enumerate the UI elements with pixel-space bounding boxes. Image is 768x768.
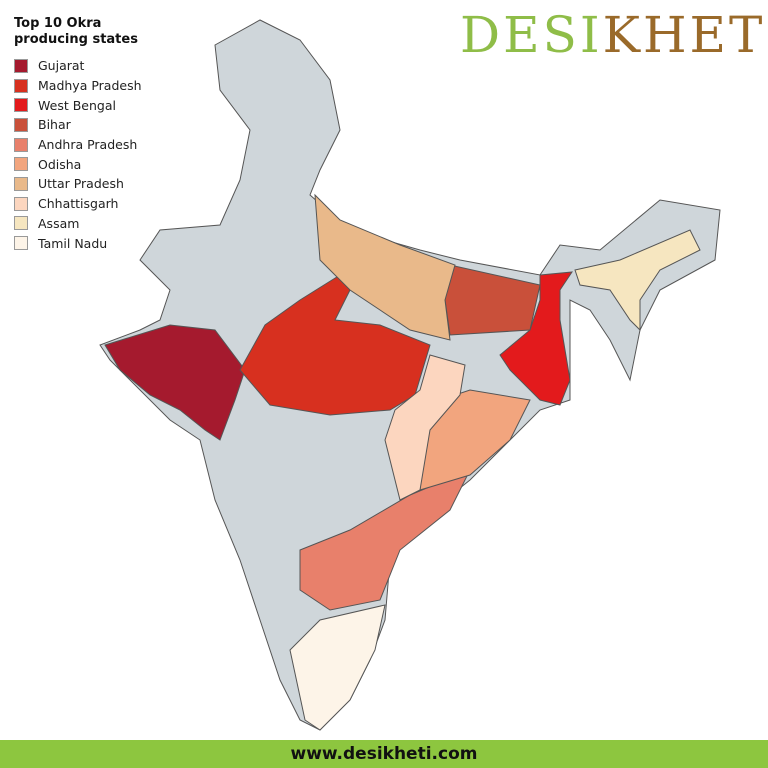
legend-swatch bbox=[14, 196, 28, 211]
legend-label: Bihar bbox=[38, 117, 71, 133]
legend-label: West Bengal bbox=[38, 97, 116, 113]
legend-swatch bbox=[14, 78, 28, 93]
legend-item: Chhattisgarh bbox=[14, 194, 204, 214]
state-region bbox=[104, 324, 246, 441]
legend-label: Chhattisgarh bbox=[38, 196, 119, 212]
brand-second: KHETI bbox=[602, 6, 768, 64]
footer: www.desikheti.com bbox=[0, 740, 768, 768]
legend-swatch bbox=[14, 216, 28, 231]
legend-swatch bbox=[14, 98, 28, 113]
legend-swatch bbox=[14, 137, 28, 152]
state-region bbox=[314, 193, 456, 341]
state-region bbox=[499, 271, 573, 406]
state-region bbox=[239, 274, 431, 416]
legend-swatch bbox=[14, 236, 28, 251]
legend-swatch bbox=[14, 176, 28, 191]
legend-swatch bbox=[14, 117, 28, 132]
state-region bbox=[574, 229, 701, 332]
legend-item: Andhra Pradesh bbox=[14, 135, 204, 155]
legend-item: Tamil Nadu bbox=[14, 233, 204, 253]
legend-item: Gujarat bbox=[14, 56, 204, 76]
legend-items: Gujarat Madhya Pradesh West Bengal Bihar And… bbox=[14, 56, 204, 253]
legend-label: Madhya Pradesh bbox=[38, 78, 142, 94]
legend-item: Odisha bbox=[14, 154, 204, 174]
legend-item: Assam bbox=[14, 214, 204, 234]
legend: Top 10 Okra producing states Gujarat Madh… bbox=[14, 16, 204, 253]
legend-label: Uttar Pradesh bbox=[38, 176, 124, 192]
legend-title: Top 10 Okra producing states bbox=[14, 16, 138, 47]
legend-label: Odisha bbox=[38, 156, 82, 172]
legend-item: Madhya Pradesh bbox=[14, 76, 204, 96]
legend-label: Andhra Pradesh bbox=[38, 137, 138, 153]
state-region bbox=[299, 469, 472, 611]
legend-label: Gujarat bbox=[38, 58, 85, 74]
brand-first: DESI bbox=[460, 6, 603, 64]
map bbox=[99, 19, 721, 731]
footer-url: www.desikheti.com bbox=[290, 744, 478, 764]
legend-item: West Bengal bbox=[14, 95, 204, 115]
state-region bbox=[384, 354, 466, 501]
state-region bbox=[289, 604, 386, 731]
legend-item: Uttar Pradesh bbox=[14, 174, 204, 194]
legend-label: Tamil Nadu bbox=[38, 235, 108, 251]
brand-logo: DESIKHETI bbox=[460, 6, 768, 64]
legend-label: Assam bbox=[38, 215, 80, 231]
legend-swatch bbox=[14, 58, 28, 73]
legend-item: Bihar bbox=[14, 115, 204, 135]
legend-swatch bbox=[14, 157, 28, 172]
